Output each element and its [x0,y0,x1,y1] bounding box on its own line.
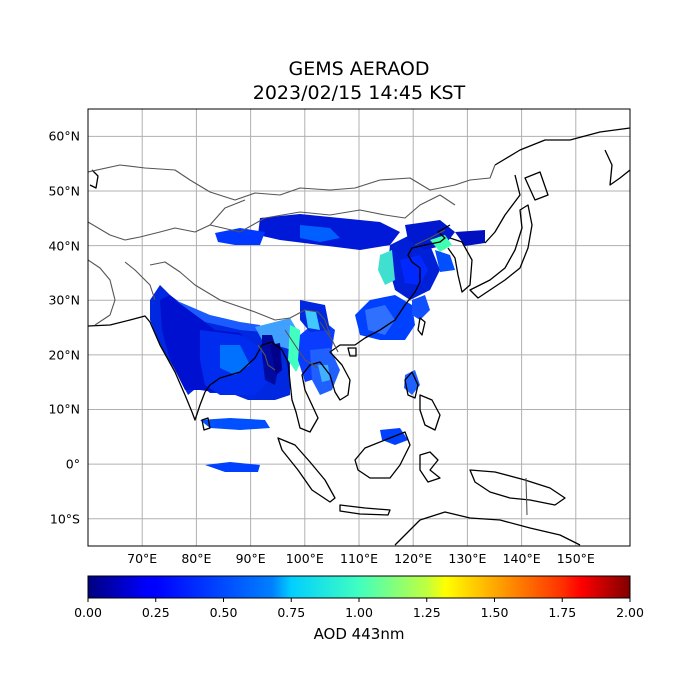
lon-tick-label: 120°E [394,551,433,566]
lat-tick-label: 10°N [48,401,80,417]
colorbar-tick-label: 1.25 [412,605,441,620]
aod-data-overlay [150,214,485,472]
lat-tick-label: 0° [65,456,80,472]
lon-tick-label: 100°E [285,551,324,566]
lat-tick-label: 40°N [48,238,80,254]
colorbar-tick-label: 0.50 [209,605,238,620]
map-frame [87,108,631,547]
colorbar-tick-label: 1.75 [548,605,577,620]
lat-tick-label: 20°N [48,347,80,363]
colorbar-tick-label: 2.00 [616,605,644,620]
lat-tick-label: 50°N [48,183,80,199]
lat-tick-label: 60°N [48,128,80,144]
colorbar-gradient [88,576,630,598]
colorbar-tick-label: 0.00 [74,605,102,620]
lon-tick-label: 150°E [556,551,595,566]
colorbar-tick-label: 0.75 [277,605,306,620]
lon-tick-label: 140°E [502,551,541,566]
map-title-line2: 2023/02/15 14:45 KST [252,82,466,104]
country-borders [88,164,528,516]
lon-tick-label: 110°E [339,551,379,566]
map-title-line1: GEMS AERAOD [288,58,430,80]
lon-tick-label: 80°E [181,551,212,566]
lon-tick-label: 70°E [127,551,158,566]
coastlines [88,127,630,546]
colorbar-label: AOD 443nm [313,625,405,643]
lon-tick-label: 130°E [448,551,487,566]
colorbar-tick-label: 1.50 [480,605,509,620]
colorbar-tick-label: 0.25 [141,605,170,620]
colorbar-tick-label: 1.00 [345,605,373,620]
lon-tick-label: 90°E [235,551,266,566]
lat-tick-label: 10°S [49,511,80,527]
lat-tick-label: 30°N [48,292,80,308]
